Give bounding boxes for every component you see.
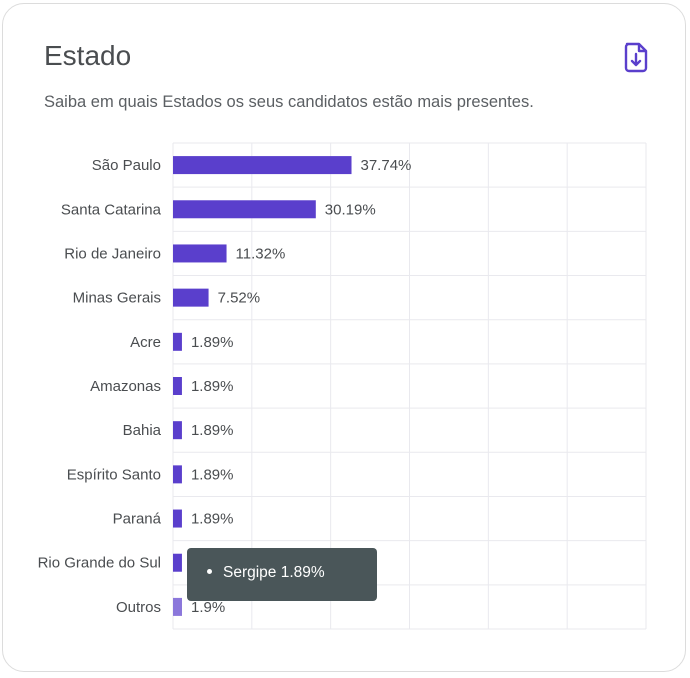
bar <box>173 156 352 175</box>
data-label: 11.32% <box>236 245 286 262</box>
data-label: 1.89% <box>191 378 234 395</box>
bar <box>173 597 182 616</box>
data-label: 7.52% <box>218 290 261 307</box>
data-label: 37.74% <box>361 157 412 174</box>
category-label: Rio Grande do Sul <box>38 555 161 572</box>
tooltip-text: Sergipe 1.89% <box>223 564 325 581</box>
category-label: Amazonas <box>90 378 161 395</box>
category-label: Paraná <box>113 511 162 528</box>
data-label: 1.89% <box>191 334 234 351</box>
bar <box>173 332 182 351</box>
card-subtitle: Saiba em quais Estados os seus candidato… <box>44 93 534 111</box>
bar <box>173 244 227 263</box>
category-label: Minas Gerais <box>73 290 161 307</box>
bar <box>173 288 209 307</box>
bar <box>173 553 182 572</box>
bar <box>173 509 182 528</box>
data-label: 1.89% <box>191 422 234 439</box>
category-label: Bahia <box>123 422 162 439</box>
category-label: Rio de Janeiro <box>64 245 161 262</box>
category-label: Outros <box>116 599 161 616</box>
data-label: 1.9% <box>191 599 225 616</box>
bar <box>173 465 182 484</box>
category-label: Espírito Santo <box>67 466 161 483</box>
category-label: São Paulo <box>92 157 161 174</box>
bar <box>173 421 182 440</box>
tooltip-bullet <box>207 568 212 574</box>
category-label: Santa Catarina <box>61 201 162 218</box>
data-label: 1.89% <box>191 511 234 528</box>
file-download-icon[interactable] <box>622 41 650 73</box>
category-label: Acre <box>130 334 161 351</box>
bar <box>173 377 182 395</box>
chart-tooltip: Sergipe 1.89% <box>187 548 377 601</box>
card-title: Estado <box>44 40 132 71</box>
data-label: 30.19% <box>325 201 376 218</box>
data-label: 1.89% <box>191 466 234 483</box>
bar <box>173 200 316 219</box>
